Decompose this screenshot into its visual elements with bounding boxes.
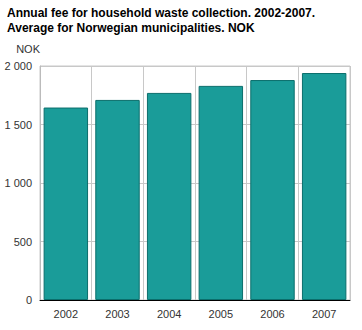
svg-text:2005: 2005: [209, 308, 233, 320]
svg-text:2007: 2007: [312, 308, 336, 320]
svg-text:0: 0: [26, 294, 32, 306]
svg-text:2006: 2006: [260, 308, 284, 320]
svg-text:NOK: NOK: [16, 43, 41, 55]
svg-text:500: 500: [14, 236, 32, 248]
svg-text:2 000: 2 000: [4, 60, 32, 72]
svg-text:1 500: 1 500: [4, 119, 32, 131]
svg-text:2004: 2004: [157, 308, 181, 320]
svg-text:1 000: 1 000: [4, 177, 32, 189]
svg-text:2002: 2002: [54, 308, 78, 320]
svg-text:2003: 2003: [105, 308, 129, 320]
svg-text:Average for Norwegian municipa: Average for Norwegian municipalities. NO…: [7, 21, 255, 35]
svg-text:Annual fee for household waste: Annual fee for household waste collectio…: [7, 6, 315, 20]
